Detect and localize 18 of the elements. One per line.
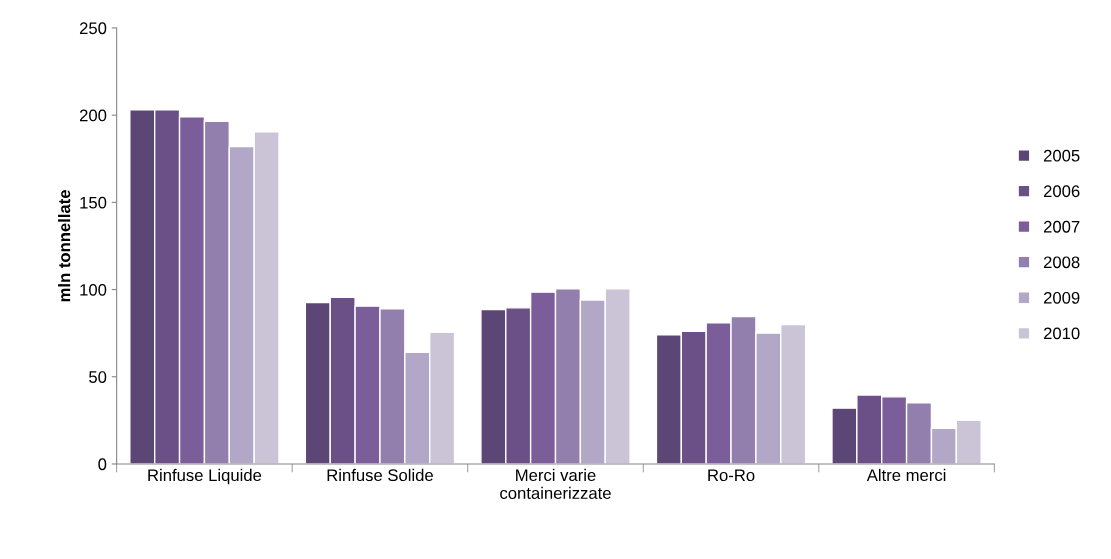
legend-label: 2007 <box>1043 220 1080 233</box>
y-tick-label: 150 <box>80 196 107 209</box>
y-tick-label: 100 <box>80 283 107 296</box>
y-tick-label: 50 <box>89 371 107 383</box>
x-tick-label: Ro-Ro <box>708 469 755 482</box>
x-tick-label: Rinfuse Solide <box>327 468 433 482</box>
y-tick-label: 250 <box>79 22 107 35</box>
x-tick-label: Altre merci <box>866 468 946 482</box>
y-tick-label: 0 <box>98 458 107 471</box>
legend-label: 2006 <box>1043 185 1080 198</box>
x-tick-label: Rinfuse Liquide <box>148 468 262 485</box>
x-tick-label: Merci varie containerizzate <box>500 468 611 500</box>
legend-label: 2009 <box>1043 291 1080 304</box>
y-axis-title: mln tonnellate <box>58 190 71 302</box>
legend-label: 2005 <box>1043 149 1080 162</box>
y-tick-label: 200 <box>79 109 107 122</box>
legend-label: 2008 <box>1043 256 1080 269</box>
legend-label: 2010 <box>1043 327 1080 340</box>
